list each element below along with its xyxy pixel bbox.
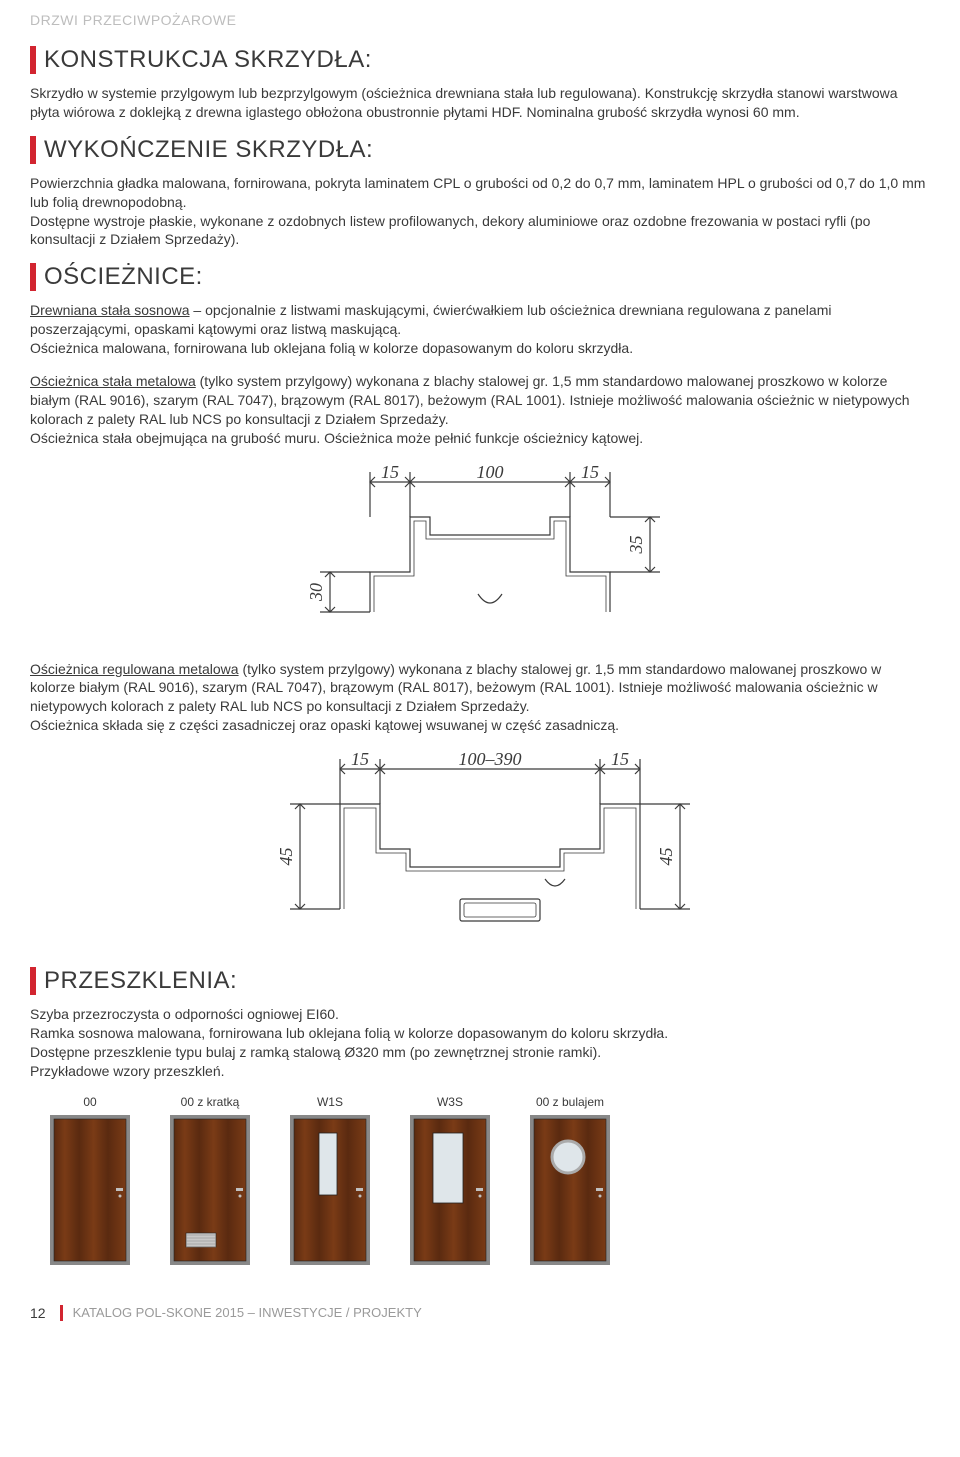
heading-wykonczenie: WYKOŃCZENIE SKRZYDŁA: xyxy=(30,136,930,164)
svg-text:45: 45 xyxy=(276,848,296,866)
svg-text:15: 15 xyxy=(611,749,629,769)
svg-text:15: 15 xyxy=(581,462,599,482)
door-item: W1S xyxy=(290,1095,370,1265)
text-wykonczenie: Powierzchnia gładka malowana, fornirowan… xyxy=(30,174,930,250)
door-svg xyxy=(530,1115,610,1265)
svg-text:35: 35 xyxy=(626,535,646,554)
text-oscieznice-3: Ościeżnica regulowana metalowa (tylko sy… xyxy=(30,660,930,736)
svg-text:15: 15 xyxy=(381,462,399,482)
door-svg xyxy=(170,1115,250,1265)
svg-text:100: 100 xyxy=(477,462,504,482)
text-przeszklenia: Szyba przezroczysta o odporności ogniowe… xyxy=(30,1005,930,1081)
footer-accent-bar xyxy=(60,1305,63,1321)
door-svg xyxy=(410,1115,490,1265)
door-svg xyxy=(50,1115,130,1265)
door-label: 00 z bulajem xyxy=(536,1095,604,1109)
door-item: W3S xyxy=(410,1095,490,1265)
diagram-frame-fixed: 15 100 15 30 35 xyxy=(250,462,710,642)
lead-2: Ościeżnica stała metalowa xyxy=(30,373,196,389)
svg-text:45: 45 xyxy=(656,848,676,866)
lead-3: Ościeżnica regulowana metalowa xyxy=(30,661,239,677)
svg-text:15: 15 xyxy=(351,749,369,769)
door-item: 00 z kratką xyxy=(170,1095,250,1265)
door-thumbnails: 00 00 z kratką W1S W3S 00 z bulajem xyxy=(50,1095,930,1265)
heading-konstrukcja: KONSTRUKCJA SKRZYDŁA: xyxy=(30,46,930,74)
text-konstrukcja: Skrzydło w systemie przylgowym lub bezpr… xyxy=(30,84,930,122)
door-svg xyxy=(290,1115,370,1265)
door-item: 00 z bulajem xyxy=(530,1095,610,1265)
door-item: 00 xyxy=(50,1095,130,1265)
text-oscieznice-1: Drewniana stała sosnowa – opcjonalnie z … xyxy=(30,301,930,358)
heading-przeszklenia: PRZESZKLENIA: xyxy=(30,967,930,995)
page-footer: 12 KATALOG POL-SKONE 2015 – INWESTYCJE /… xyxy=(30,1305,930,1321)
door-label: 00 xyxy=(83,1095,96,1109)
svg-text:100–390: 100–390 xyxy=(459,749,522,769)
footer-text: KATALOG POL-SKONE 2015 – INWESTYCJE / PR… xyxy=(73,1305,422,1320)
diagram-frame-adjustable: 15 100–390 15 45 45 xyxy=(220,749,740,949)
lead-1: Drewniana stała sosnowa xyxy=(30,302,190,318)
door-label: W1S xyxy=(317,1095,343,1109)
door-label: 00 z kratką xyxy=(181,1095,240,1109)
door-label: W3S xyxy=(437,1095,463,1109)
heading-oscieznice: OŚCIEŻNICE: xyxy=(30,263,930,291)
text-oscieznice-2: Ościeżnica stała metalowa (tylko system … xyxy=(30,372,930,448)
svg-text:30: 30 xyxy=(306,583,326,602)
page-number: 12 xyxy=(30,1305,46,1321)
category-label: DRZWI PRZECIWPOŻAROWE xyxy=(30,12,930,28)
